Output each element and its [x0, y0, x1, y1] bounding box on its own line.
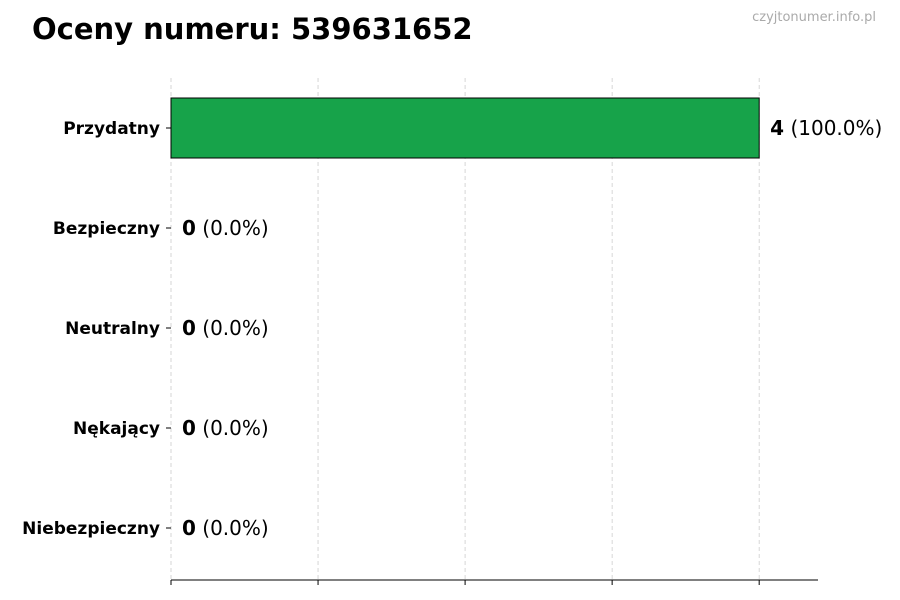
category-label: Bezpieczny — [53, 219, 160, 239]
percent-label: (0.0%) — [196, 416, 269, 440]
data-label: 0 (0.0%) — [182, 516, 269, 540]
data-label: 0 (0.0%) — [182, 316, 269, 340]
value-label: 4 — [770, 116, 784, 140]
value-label: 0 — [182, 216, 196, 240]
chart-title: Oceny numeru: 539631652 — [32, 12, 473, 46]
bar — [170, 97, 760, 159]
category-label: Niebezpieczny — [22, 519, 160, 539]
value-label: 0 — [182, 516, 196, 540]
value-label: 0 — [182, 416, 196, 440]
category-label: Przydatny — [63, 119, 160, 139]
percent-label: (100.0%) — [784, 116, 882, 140]
watermark: czyjtonumer.info.pl — [752, 10, 876, 25]
data-label: 0 (0.0%) — [182, 216, 269, 240]
percent-label: (0.0%) — [196, 516, 269, 540]
category-label: Neutralny — [65, 319, 160, 339]
data-label: 4 (100.0%) — [770, 116, 882, 140]
value-label: 0 — [182, 316, 196, 340]
percent-label: (0.0%) — [196, 216, 269, 240]
percent-label: (0.0%) — [196, 316, 269, 340]
category-label: Nękający — [73, 419, 160, 439]
data-label: 0 (0.0%) — [182, 416, 269, 440]
